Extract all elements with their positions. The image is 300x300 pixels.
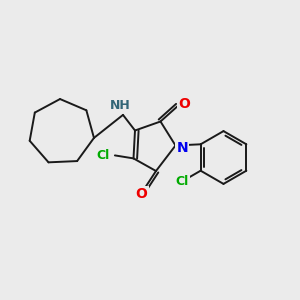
Text: Cl: Cl [96,149,110,162]
Text: Cl: Cl [176,175,189,188]
Text: NH: NH [110,99,130,112]
Text: N: N [176,141,188,155]
Text: O: O [178,98,190,111]
Text: O: O [136,188,148,201]
